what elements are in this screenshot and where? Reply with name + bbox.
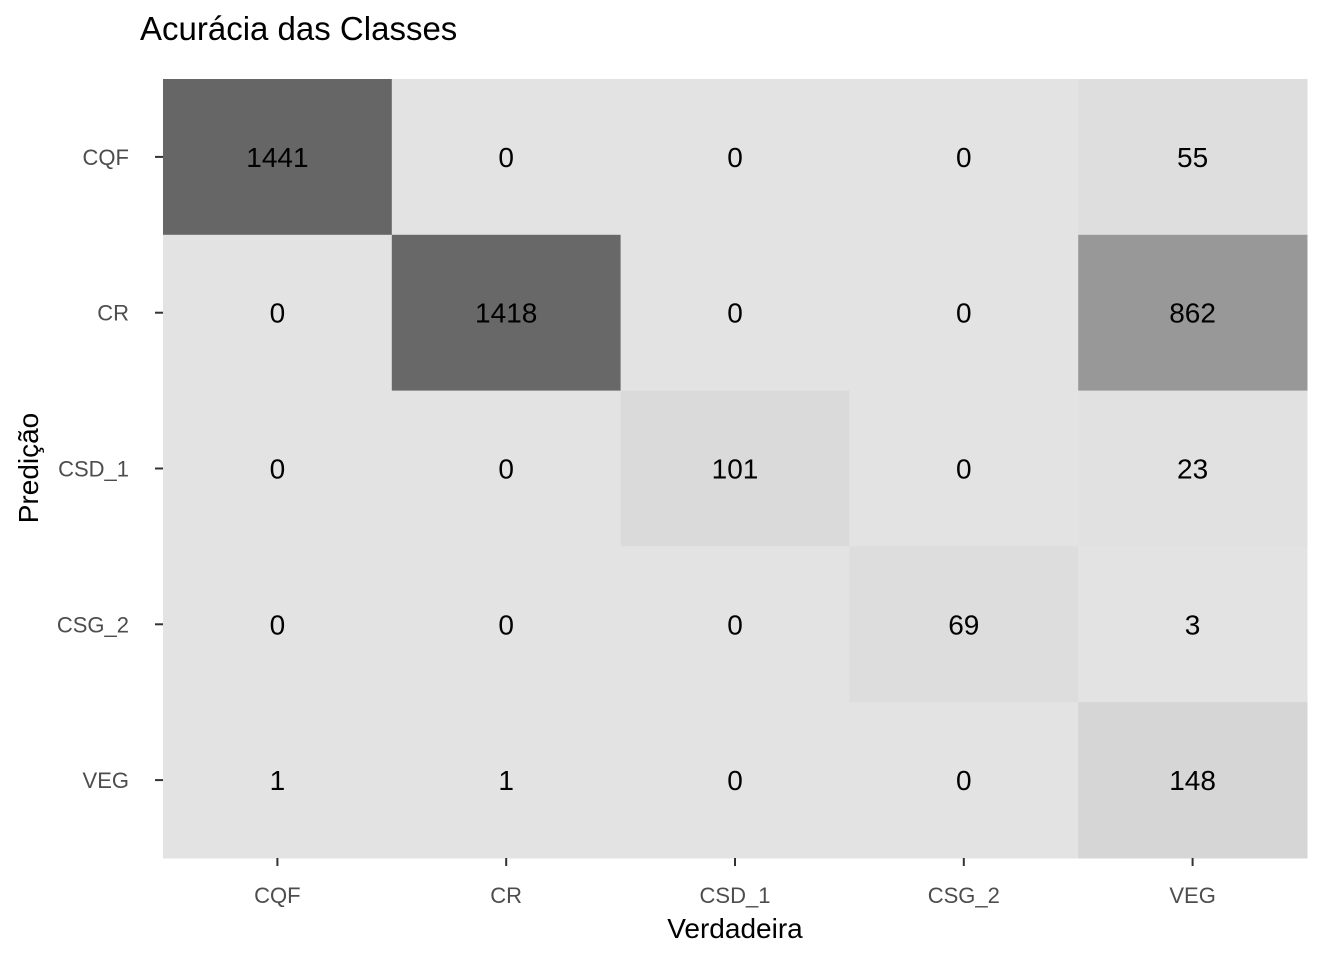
cell-value-label: 0 <box>727 298 743 329</box>
cell-value-label: 1 <box>270 765 286 796</box>
heatmap-cell-csd-1-cr <box>391 390 622 547</box>
y-tick-label-cqf: CQF <box>83 145 129 170</box>
heatmap-value-labels: 1441 0 0 0 55 0 1418 0 0 862 0 0 101 0 23 0 0 0 69 3 1 1 0 0 148 <box>246 142 1216 796</box>
cell-value-label: 1418 <box>475 298 537 329</box>
cell-value-label: 0 <box>956 765 972 796</box>
cell-value-label: 0 <box>498 454 514 485</box>
cell-value-label: 0 <box>498 142 514 173</box>
cell-value-label: 148 <box>1169 765 1216 796</box>
cell-value-label: 0 <box>727 609 743 640</box>
heatmap-cell-cqf-csd-1 <box>620 79 850 236</box>
cell-value-label: 1441 <box>246 142 308 173</box>
chart-title: Acurácia das Classes <box>140 10 457 47</box>
heatmap-cell-cr-csd-1 <box>620 234 850 392</box>
heatmap-cells <box>163 79 1308 859</box>
y-tick-label-csd-1: CSD_1 <box>58 457 129 482</box>
cell-value-label: 0 <box>727 142 743 173</box>
cell-value-label: 1 <box>498 765 514 796</box>
heatmap-cell-csd-1-csd-1 <box>620 390 850 547</box>
heatmap-cell-csd-1-cqf <box>163 390 393 547</box>
x-tick-label-csg-2: CSG_2 <box>928 883 1000 908</box>
x-tick-label-cqf: CQF <box>254 883 300 908</box>
cell-value-label: 23 <box>1177 454 1208 485</box>
heatmap-cell-cqf-csg-2 <box>849 79 1079 236</box>
heatmap-cell-csg-2-veg <box>1078 546 1308 703</box>
cell-value-label: 0 <box>498 609 514 640</box>
heatmap-cell-csd-1-veg <box>1078 390 1308 547</box>
heatmap-cell-cqf-veg <box>1078 79 1308 236</box>
heatmap-cell-veg-veg <box>1078 702 1308 859</box>
y-tick-label-csg-2: CSG_2 <box>57 612 129 637</box>
cell-value-label: 0 <box>270 298 286 329</box>
heatmap-cell-veg-cr <box>391 702 622 859</box>
x-tick-label-cr: CR <box>490 883 522 908</box>
heatmap-cell-csg-2-csg-2 <box>849 546 1079 703</box>
x-tick-label-csd-1: CSD_1 <box>700 883 771 908</box>
cell-value-label: 0 <box>727 765 743 796</box>
cell-value-label: 0 <box>270 609 286 640</box>
y-tick-label-cr: CR <box>97 301 129 326</box>
cell-value-label: 0 <box>270 454 286 485</box>
heatmap-cell-csd-1-csg-2 <box>849 390 1079 547</box>
cell-value-label: 55 <box>1177 142 1208 173</box>
heatmap-cell-cr-veg <box>1078 234 1308 392</box>
heatmap-cell-cr-cqf <box>163 234 393 392</box>
y-axis: CQF CR CSD_1 CSG_2 VEG <box>57 145 163 793</box>
heatmap-cell-cqf-cr <box>391 79 622 236</box>
cell-value-label: 0 <box>956 298 972 329</box>
x-axis-title: Verdadeira <box>667 913 803 944</box>
heatmap-cell-csg-2-cqf <box>163 546 393 703</box>
x-tick-label-veg: VEG <box>1169 883 1215 908</box>
heatmap-cell-veg-csg-2 <box>849 702 1079 859</box>
y-axis-title: Predição <box>13 413 44 524</box>
cell-value-label: 0 <box>956 454 972 485</box>
cell-value-label: 69 <box>948 609 979 640</box>
heatmap-cell-csg-2-cr <box>391 546 622 703</box>
x-axis: CQF CR CSD_1 CSG_2 VEG <box>254 858 1216 908</box>
cell-value-label: 862 <box>1169 298 1216 329</box>
heatmap-cell-veg-cqf <box>163 702 393 859</box>
cell-value-label: 0 <box>956 142 972 173</box>
heatmap-cell-veg-csd-1 <box>620 702 850 859</box>
heatmap-cell-csg-2-csd-1 <box>620 546 850 703</box>
heatmap-cell-cqf-cqf <box>163 79 393 236</box>
heatmap-cell-cr-csg-2 <box>849 234 1079 392</box>
cell-value-label: 101 <box>712 454 759 485</box>
cell-value-label: 3 <box>1185 609 1201 640</box>
y-tick-label-veg: VEG <box>83 768 129 793</box>
heatmap-cell-cr-cr <box>391 234 622 392</box>
